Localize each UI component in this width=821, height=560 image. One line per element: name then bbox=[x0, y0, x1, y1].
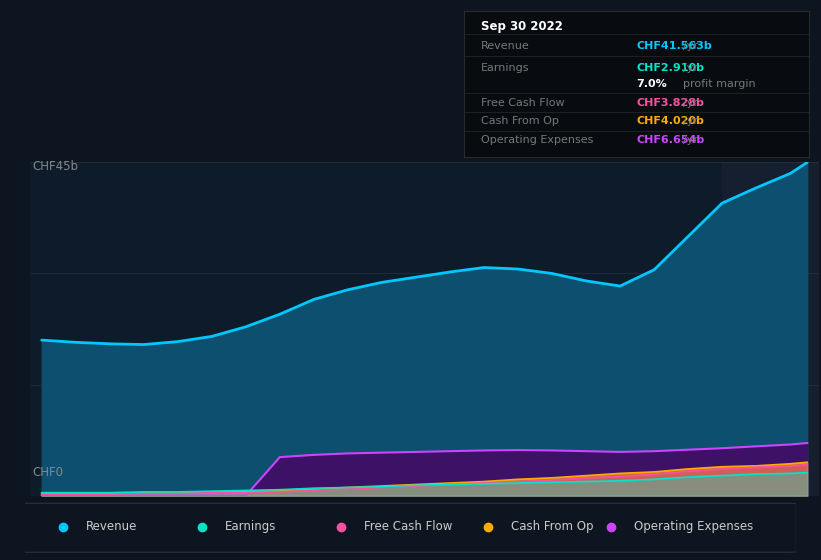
Text: CHF0: CHF0 bbox=[33, 466, 64, 479]
Text: /yr: /yr bbox=[683, 41, 698, 51]
Text: CHF3.828b: CHF3.828b bbox=[636, 98, 704, 108]
Bar bbox=[722, 162, 819, 496]
Text: Free Cash Flow: Free Cash Flow bbox=[365, 520, 452, 533]
Text: CHF2.910b: CHF2.910b bbox=[636, 63, 704, 73]
Text: CHF41.563b: CHF41.563b bbox=[636, 41, 712, 51]
Text: CHF6.654b: CHF6.654b bbox=[636, 135, 704, 145]
Text: /yr: /yr bbox=[683, 116, 698, 126]
Text: Operating Expenses: Operating Expenses bbox=[635, 520, 754, 533]
Text: /yr: /yr bbox=[683, 98, 698, 108]
Text: CHF4.020b: CHF4.020b bbox=[636, 116, 704, 126]
Text: Revenue: Revenue bbox=[86, 520, 138, 533]
Text: Cash From Op: Cash From Op bbox=[511, 520, 594, 533]
Text: Earnings: Earnings bbox=[225, 520, 277, 533]
Text: CHF45b: CHF45b bbox=[33, 160, 79, 172]
Text: /yr: /yr bbox=[683, 63, 698, 73]
FancyBboxPatch shape bbox=[17, 503, 796, 552]
Text: Sep 30 2022: Sep 30 2022 bbox=[481, 20, 563, 33]
Text: /yr: /yr bbox=[683, 135, 698, 145]
Text: Free Cash Flow: Free Cash Flow bbox=[481, 98, 565, 108]
Text: Cash From Op: Cash From Op bbox=[481, 116, 559, 126]
Text: Revenue: Revenue bbox=[481, 41, 530, 51]
Text: Earnings: Earnings bbox=[481, 63, 530, 73]
Text: Operating Expenses: Operating Expenses bbox=[481, 135, 594, 145]
Text: profit margin: profit margin bbox=[683, 79, 755, 89]
Text: 7.0%: 7.0% bbox=[636, 79, 667, 89]
